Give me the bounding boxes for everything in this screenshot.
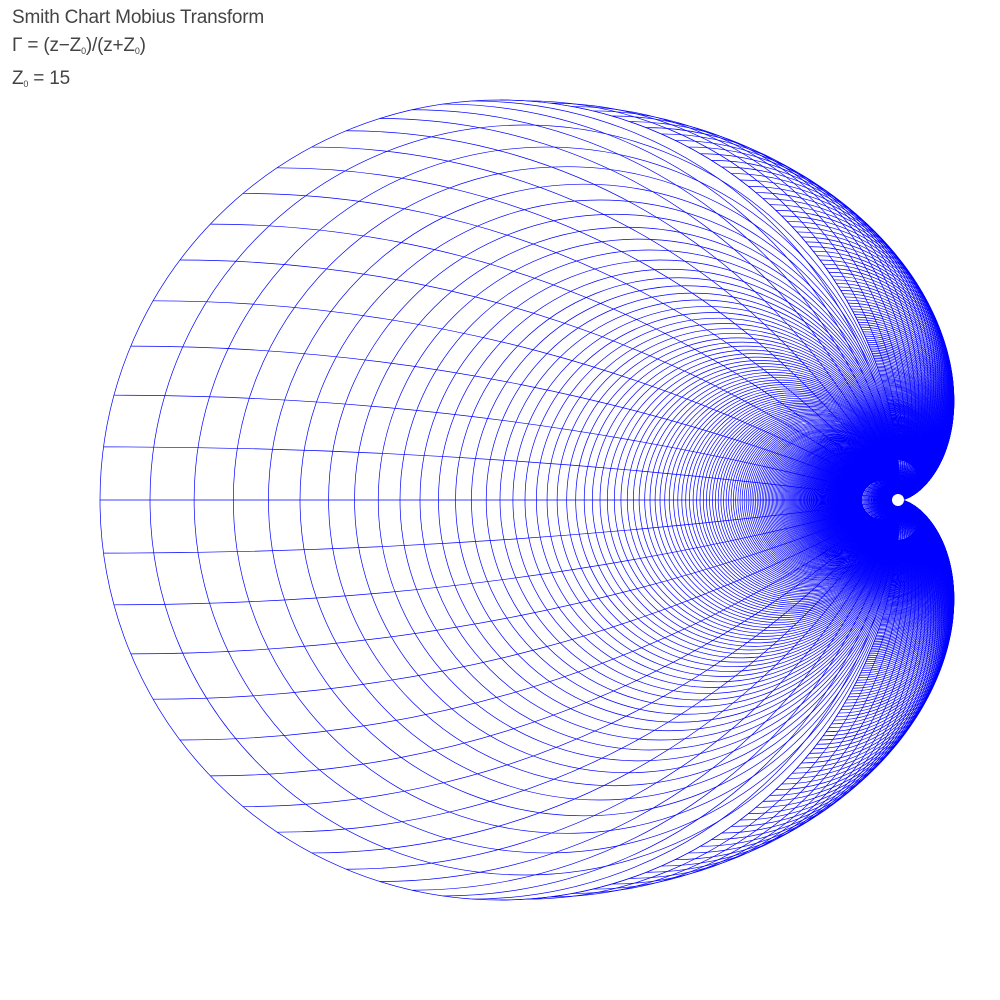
reactance-arc (311, 499, 901, 854)
reactance-arc (179, 499, 901, 741)
reactance-arc (210, 223, 901, 501)
reactance-arcs (100, 99, 955, 901)
reactance-arc (472, 100, 901, 501)
reactance-arc (346, 499, 901, 870)
reactance-arc (443, 103, 901, 501)
reactance-arc (277, 167, 901, 501)
z0-line: Z0 = 15 (12, 68, 71, 89)
formula-line: Γ = (z−Z0)/(z+Z0) (12, 35, 146, 56)
reactance-arc (210, 499, 901, 777)
reactance-arc (499, 99, 901, 501)
reactance-arc (103, 446, 901, 501)
reactance-arc (346, 130, 901, 501)
reactance-arc (130, 345, 901, 501)
reactance-arc (412, 499, 901, 891)
chart-title: Smith Chart Mobius Transform (12, 7, 265, 28)
open-circuit-point (892, 494, 904, 506)
reactance-arc (153, 300, 901, 501)
reactance-arc (443, 499, 901, 897)
reactance-arc (379, 499, 901, 882)
reactance-arc (179, 259, 901, 501)
reactance-arc (103, 499, 901, 554)
reactance-arc (379, 118, 901, 501)
reactance-arc (153, 499, 901, 700)
chart-caption: Smith Chart Mobius Transform Γ = (z−Z0)/… (12, 4, 264, 98)
reactance-arc (311, 146, 901, 501)
reactance-arc (499, 499, 901, 901)
reactance-arc (412, 109, 901, 501)
reactance-arc (113, 394, 901, 501)
reactance-arc (277, 499, 901, 833)
gamma-symbol: Γ (12, 35, 23, 56)
reactance-arc (130, 499, 901, 655)
reactance-arc (243, 193, 901, 501)
reactance-arc (113, 499, 901, 606)
reactance-arc (472, 499, 901, 900)
reactance-arc (243, 499, 901, 807)
